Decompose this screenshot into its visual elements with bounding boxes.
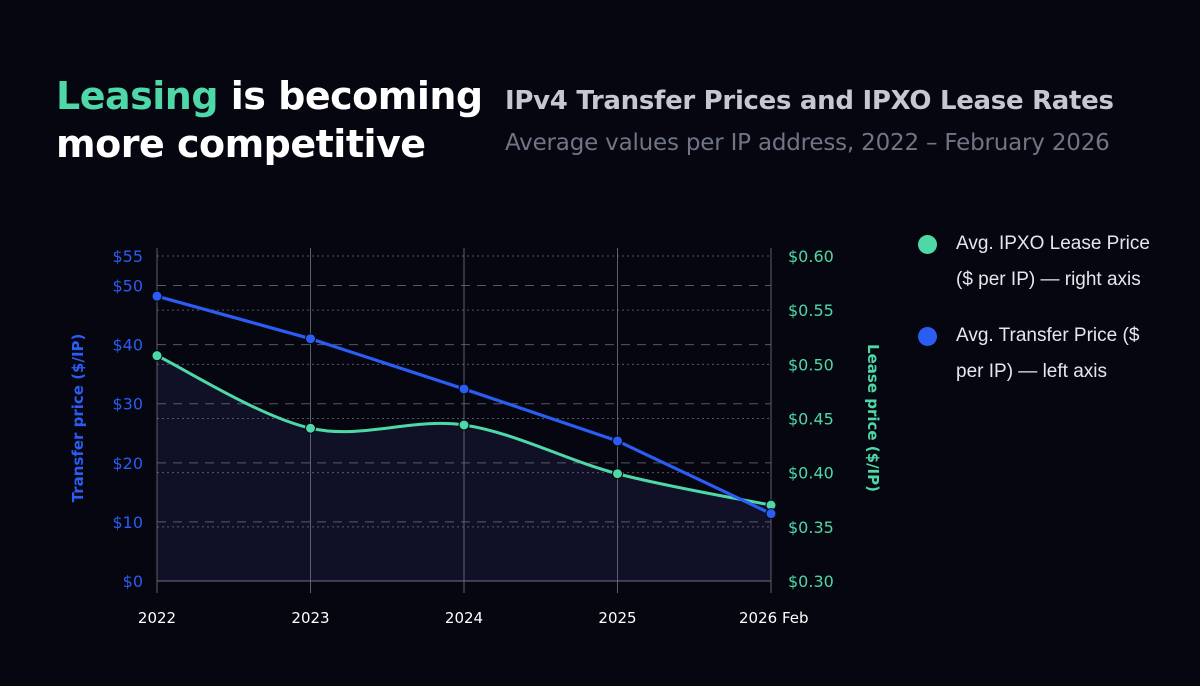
x-tick-label: 2023 [291,609,329,627]
point-layer [151,290,777,520]
y-left-tick-label: $40 [112,336,143,355]
lease-point-2 [458,419,470,431]
transfer-point-0 [151,290,163,302]
y-right-tick-label: $0.60 [788,247,834,266]
legend-swatch-lease [918,235,937,254]
y-left-tick-label: $10 [112,513,143,532]
legend-item-transfer: Avg. Transfer Price ($ per IP) — left ax… [918,318,1188,390]
headline: Leasing is becoming more competitive [56,72,486,168]
x-tick-label: 2024 [445,609,483,627]
y-left-tick-label: $0 [123,572,143,591]
lease-point-1 [305,422,316,434]
chart-title: IPv4 Transfer Prices and IPXO Lease Rate… [505,86,1114,116]
y-right-tick-label: $0.40 [788,464,834,483]
x-tick-label: 2022 [138,609,176,627]
headline-rest: is becoming more competitive [56,74,483,166]
transfer-point-4 [765,508,777,520]
y-left-tick-label: $30 [112,395,143,414]
y-right-axis-title: Lease price ($/IP) [864,344,882,492]
transfer-point-2 [458,383,470,395]
y-left-tick-label: $50 [112,277,143,296]
lease-point-0 [151,350,163,362]
y-right-tick-label: $0.45 [788,410,834,429]
transfer-point-1 [305,333,316,345]
y-left-axis-title: Transfer price ($/IP) [69,334,87,503]
label-layer: $0 $10 $20 $30 $40 $50 $55 $0.30 $0.35 $0.40 $0.45… [69,247,882,627]
x-tick-label: 2025 [598,609,636,627]
headline-accent: Leasing [56,74,219,118]
legend-label-lease: Avg. IPXO Lease Price ($ per IP) — right… [956,233,1150,290]
transfer-point-3 [612,435,623,447]
lease-point-3 [612,468,623,480]
legend: Avg. IPXO Lease Price ($ per IP) — right… [918,226,1188,410]
y-right-tick-label: $0.50 [788,355,834,374]
legend-label-transfer: Avg. Transfer Price ($ per IP) — left ax… [956,325,1140,382]
y-left-tick-label: $55 [112,247,143,266]
y-left-tick-label: $20 [112,454,143,473]
legend-swatch-transfer [918,327,937,346]
grid-layer [156,248,772,593]
legend-item-lease: Avg. IPXO Lease Price ($ per IP) — right… [918,226,1188,298]
y-right-tick-label: $0.55 [788,301,834,320]
chart-subtitle: Average values per IP address, 2022 – Fe… [505,130,1110,156]
y-right-tick-label: $0.30 [788,572,834,591]
x-tick-label: 2026 Feb [739,609,809,627]
y-right-tick-label: $0.35 [788,518,834,537]
